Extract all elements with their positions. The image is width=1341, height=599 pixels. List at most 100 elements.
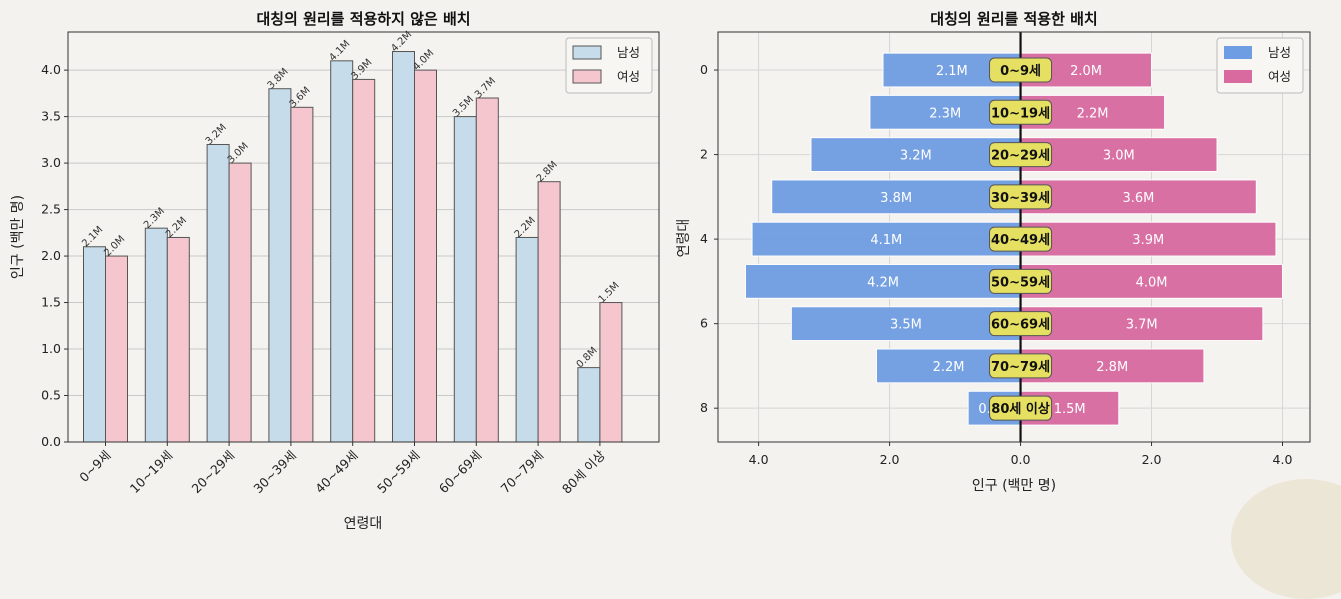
x-tick-label: 30~39세 bbox=[250, 448, 299, 497]
left-y-axis-label: 인구 (백만 명) bbox=[10, 195, 26, 279]
center-category-label-1: 10~19세 bbox=[991, 106, 1050, 121]
center-label-box-3 bbox=[989, 184, 1053, 210]
center-category-label-6: 60~69세 bbox=[991, 318, 1050, 333]
right-y-axis-label: 연령대 bbox=[676, 219, 692, 258]
center-category-label-8: 80세 이상 bbox=[991, 401, 1050, 417]
center-category-label-3: 30~39세 bbox=[991, 191, 1050, 206]
y-tick-label: 3.5 bbox=[41, 109, 61, 124]
left-x-axis-label: 연령대 bbox=[344, 516, 383, 532]
bar-male-6 bbox=[790, 306, 1022, 342]
right-x-axis-label: 인구 (백만 명) bbox=[972, 478, 1056, 494]
bar-female-4 bbox=[352, 78, 376, 443]
bar-label-female-5: 4.0M bbox=[1136, 275, 1168, 290]
bar-female-8 bbox=[599, 302, 623, 443]
x-tick-label: 4.0 bbox=[1273, 452, 1293, 467]
left-axes-frame bbox=[67, 31, 660, 443]
legend-swatch-female bbox=[1224, 70, 1252, 83]
legend-label-female: 여성 bbox=[617, 69, 640, 84]
x-tick-label: 2.0 bbox=[880, 452, 900, 467]
x-tick-label: 10~19세 bbox=[127, 448, 176, 497]
figure: 0.0 0.5 1.0 1.5 2.0 2.5 3.0 3.5 4.0 2.1M 2.0M 0~9세 2… bbox=[10, 10, 1311, 532]
legend-swatch-female bbox=[572, 69, 602, 84]
y-tick-label: 4 bbox=[700, 231, 708, 246]
bar-label-male-6: 3.5M bbox=[890, 318, 922, 333]
center-label-box-2 bbox=[989, 142, 1053, 168]
bar-label-female-4: 3.9M bbox=[1132, 233, 1164, 248]
center-label-box-7 bbox=[989, 353, 1053, 379]
legend-label-female: 여성 bbox=[1268, 69, 1291, 84]
bar-label-female-2: 3.0M bbox=[1103, 149, 1135, 164]
bar-label-female-6: 3.7M bbox=[1126, 318, 1158, 333]
left-chart: 0.00.51.01.52.02.53.03.54.02.1M2.0M0~9세2… bbox=[10, 10, 660, 532]
bar-male-3 bbox=[771, 179, 1022, 215]
legend-label-male: 남성 bbox=[1268, 45, 1291, 60]
center-label-box-0 bbox=[989, 57, 1053, 83]
y-tick-label: 0.0 bbox=[41, 434, 61, 449]
y-tick-label: 0 bbox=[700, 62, 708, 77]
center-category-label-0: 0~9세 bbox=[1000, 64, 1041, 79]
bar-label-female-3: 3.6M bbox=[1122, 191, 1154, 206]
x-tick-label: 80세 이상 bbox=[559, 447, 608, 496]
bar-label-male-1: 2.3M bbox=[929, 106, 961, 121]
bar-male-5 bbox=[392, 51, 415, 443]
x-tick-label: 70~79세 bbox=[498, 448, 547, 497]
y-tick-label: 1.5 bbox=[41, 295, 61, 310]
y-tick-label: 0.5 bbox=[41, 388, 61, 403]
bar-female-0 bbox=[105, 255, 128, 443]
bar-male-4 bbox=[330, 60, 354, 443]
x-tick-label: 0~9세 bbox=[76, 448, 113, 485]
bar-male-8 bbox=[577, 367, 601, 443]
bar-label-male-5: 4.2M bbox=[867, 275, 899, 290]
bar-label-male-0: 2.1M bbox=[936, 64, 968, 79]
bar-female-7 bbox=[537, 181, 561, 443]
bar-label-male-7: 2.2M bbox=[933, 360, 965, 375]
x-tick-label: 4.0 bbox=[749, 452, 769, 467]
bar-male-2 bbox=[206, 143, 230, 443]
bar-female-5 bbox=[414, 69, 437, 443]
center-category-label-4: 40~49세 bbox=[991, 233, 1050, 248]
y-tick-label: 1.0 bbox=[41, 341, 61, 356]
bar-female-6 bbox=[475, 97, 499, 443]
bar-female-2 bbox=[228, 162, 252, 443]
y-tick-label: 8 bbox=[700, 400, 708, 415]
center-label-box-5 bbox=[989, 268, 1053, 294]
center-label-box-4 bbox=[989, 226, 1053, 252]
bar-female-1 bbox=[166, 236, 190, 443]
center-category-label-5: 50~59세 bbox=[991, 275, 1050, 290]
bar-label-male-3: 3.8M bbox=[880, 191, 912, 206]
center-label-box-6 bbox=[989, 311, 1053, 337]
legend-label-male: 남성 bbox=[617, 45, 640, 60]
y-tick-label: 2.0 bbox=[41, 248, 61, 263]
bar-male-6 bbox=[453, 116, 477, 443]
legend-swatch-male bbox=[1224, 46, 1252, 59]
x-tick-label: 2.0 bbox=[1142, 452, 1162, 467]
bar-male-0 bbox=[83, 246, 106, 443]
right-chart-title: 대칭의 원리를 적용한 배치 bbox=[930, 10, 1097, 28]
bar-label-female-7: 2.8M bbox=[1096, 360, 1128, 375]
right-chart: 4.0 2.0 0.0 2.0 4.0 0 2 4 6 8 2.1M 2.0M 2.3M 2.2M 3.2M… bbox=[676, 10, 1311, 494]
bar-label-female-8: 1.5M bbox=[1054, 402, 1086, 417]
bar-label-female-1: 2.2M bbox=[1077, 106, 1109, 121]
x-tick-label: 60~69세 bbox=[436, 448, 485, 497]
x-tick-label: 50~59세 bbox=[374, 448, 423, 497]
y-tick-label: 2.5 bbox=[41, 202, 61, 217]
bar-label-female-0: 2.0M bbox=[1070, 64, 1102, 79]
bar-male-2 bbox=[810, 137, 1022, 172]
x-tick-label: 0.0 bbox=[1011, 452, 1031, 467]
bar-label-male-4: 4.1M bbox=[870, 233, 902, 248]
bar-male-7 bbox=[515, 236, 539, 443]
center-label-box-1 bbox=[989, 99, 1053, 125]
y-tick-label: 4.0 bbox=[41, 62, 61, 77]
center-category-label-7: 70~79세 bbox=[991, 360, 1050, 375]
bar-female-3 bbox=[290, 106, 314, 443]
x-tick-label: 20~29세 bbox=[189, 448, 238, 497]
y-tick-label: 2 bbox=[700, 147, 708, 162]
bar-female-2 bbox=[1020, 137, 1218, 172]
bar-male-3 bbox=[268, 88, 292, 443]
x-tick-label: 40~49세 bbox=[312, 448, 361, 497]
center-category-label-2: 20~29세 bbox=[991, 149, 1050, 164]
center-label-box-8 bbox=[989, 395, 1053, 421]
bar-male-5 bbox=[745, 263, 1022, 299]
